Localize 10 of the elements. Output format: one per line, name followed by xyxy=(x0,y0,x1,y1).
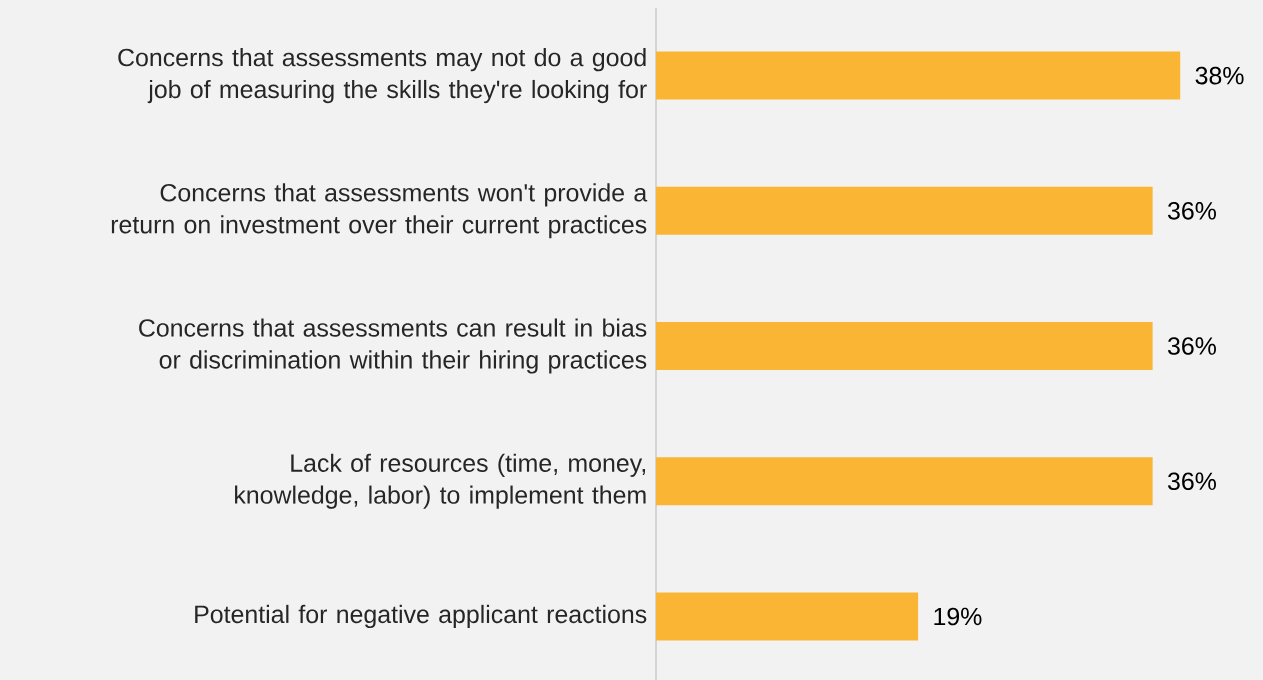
data-label: 19% xyxy=(934,607,982,626)
data-label: 36% xyxy=(1167,202,1216,220)
y-tick-label: Lack of resources (time, money, knowledge, labor) to implement them xyxy=(235,453,646,509)
data-label: 36% xyxy=(1167,337,1216,355)
y-tick-label: Concerns that assessments won't provide a return on investment over their current practices xyxy=(111,183,648,239)
y-tick-label: Concerns that assessments may not do a good job of measuring the skills they're looking for xyxy=(118,48,647,104)
y-tick-label: Potential for negative applicant reactions xyxy=(195,604,647,629)
data-label: 38% xyxy=(1195,66,1244,85)
y-tick-label: Concerns that assessments can result in bias or discrimination within their hiring practices xyxy=(139,318,647,374)
data-label: 36% xyxy=(1167,472,1216,491)
